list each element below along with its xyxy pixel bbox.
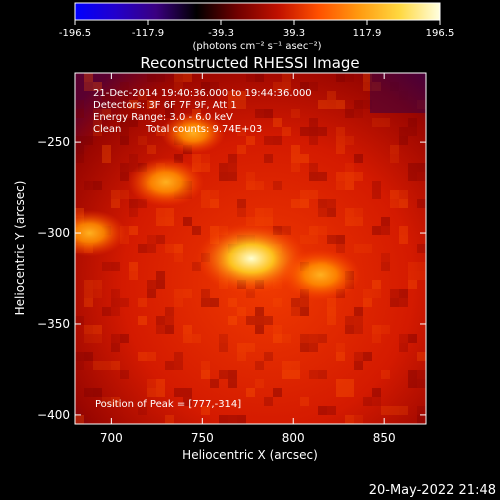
method-text: Clean <box>93 124 121 135</box>
colorbar-tick-label: 39.3 <box>283 28 305 39</box>
y-tick-label: −300 <box>37 226 70 240</box>
total-counts-text: Total counts: 9.74E+03 <box>145 124 262 135</box>
y-axis-ticks: −250 −300 −350 −400 <box>37 135 426 422</box>
emission-source <box>280 249 361 301</box>
y-tick-label: −400 <box>37 408 70 422</box>
plot-frame <box>74 72 427 425</box>
colorbar <box>74 2 441 21</box>
peak-position-text: Position of Peak = [777,-314] <box>95 399 241 410</box>
emission-source <box>196 223 307 294</box>
footer-timestamp: 20-May-2022 21:48 <box>369 483 496 498</box>
x-tick-label: 700 <box>100 431 123 445</box>
y-tick-label: −250 <box>37 135 70 149</box>
colorbar-unit-label: (photons cm⁻² s⁻¹ asec⁻²) <box>192 41 321 52</box>
colorbar-ticks: -196.5 -117.9 -39.3 39.3 117.9 196.5 <box>59 20 454 39</box>
emission-source <box>127 157 205 207</box>
colorbar-tick-label: -39.3 <box>208 28 234 39</box>
chart-title: Reconstructed RHESSI Image <box>140 54 359 72</box>
detectors-text: Detectors: 3F 6F 7F 9F, Att 1 <box>93 100 237 111</box>
heatmap-image <box>75 73 426 424</box>
emission-source <box>160 112 226 154</box>
colorbar-tick-label: 196.5 <box>426 28 455 39</box>
y-tick-label: −350 <box>37 317 70 331</box>
x-axis-ticks: 700 750 800 850 <box>100 73 396 445</box>
emission-source <box>75 209 126 257</box>
time-range-text: 21-Dec-2014 19:40:36.000 to 19:44:36.000 <box>93 88 312 99</box>
colorbar-tick-label: -117.9 <box>132 28 164 39</box>
x-tick-label: 750 <box>191 431 214 445</box>
energy-range-text: Energy Range: 3.0 - 6.0 keV <box>93 112 233 123</box>
x-axis-label: Heliocentric X (arcsec) <box>182 448 318 462</box>
x-tick-label: 850 <box>373 431 396 445</box>
colorbar-tick-label: -196.5 <box>59 28 91 39</box>
y-axis-label: Heliocentric Y (arcsec) <box>13 181 27 316</box>
colorbar-tick-label: 117.9 <box>353 28 382 39</box>
x-tick-label: 800 <box>282 431 305 445</box>
